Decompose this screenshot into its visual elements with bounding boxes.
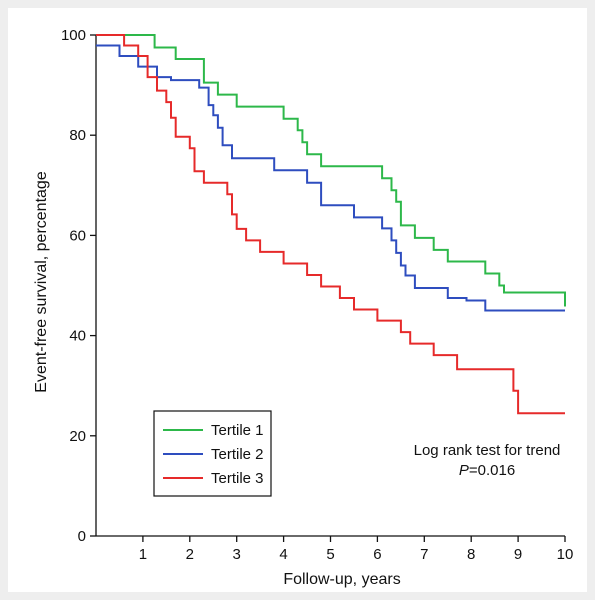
survival-chart: 0 20 40 60 80 100 1 2 3 4 5 6 7 8 9 10 Tertile 1 Tertil…	[33, 27, 573, 588]
y-axis-title: Event-free survival, percentage	[33, 171, 50, 393]
x-tick-label: 8	[467, 546, 475, 563]
series-layer	[96, 34, 566, 415]
axes: 0 20 40 60 80 100 1 2 3 4 5 6 7 8 9 10	[61, 27, 573, 563]
legend-label-tertile-3: Tertile 3	[211, 470, 264, 487]
legend-label-tertile-2: Tertile 2	[211, 446, 264, 463]
x-tick-label: 9	[514, 546, 522, 563]
y-tick-label: 20	[69, 428, 86, 445]
x-tick-label: 1	[139, 546, 147, 563]
legend-label-tertile-1: Tertile 1	[211, 422, 264, 439]
x-tick-label: 3	[233, 546, 241, 563]
x-tick-label: 6	[373, 546, 381, 563]
series-line-tertile-3	[96, 34, 565, 415]
series-line-tertile-1	[96, 34, 566, 307]
x-axis-title: Follow-up, years	[283, 571, 400, 588]
logrank-title: Log rank test for trend	[414, 442, 561, 459]
y-tick-label: 0	[78, 528, 86, 545]
legend-box	[153, 410, 272, 497]
x-tick-label: 10	[557, 546, 574, 563]
y-tick-label: 40	[69, 328, 86, 345]
p-symbol: P	[459, 462, 469, 479]
legend: Tertile 1 Tertile 2 Tertile 3	[153, 410, 272, 497]
y-tick-label: 80	[69, 127, 86, 144]
y-tick-label: 60	[69, 227, 86, 244]
x-tick-label: 5	[326, 546, 334, 563]
logrank-annotation: Log rank test for trend P=0.016	[414, 442, 561, 479]
series-line-tertile-2	[96, 44, 565, 312]
x-tick-label: 4	[279, 546, 287, 563]
y-tick-label: 100	[61, 27, 86, 44]
p-value: =0.016	[469, 462, 515, 479]
p-value-text: P=0.016	[459, 462, 515, 479]
x-tick-label: 7	[420, 546, 428, 563]
figure-frame: 0 20 40 60 80 100 1 2 3 4 5 6 7 8 9 10 Tertile 1 Tertil…	[8, 8, 587, 592]
x-tick-label: 2	[186, 546, 194, 563]
